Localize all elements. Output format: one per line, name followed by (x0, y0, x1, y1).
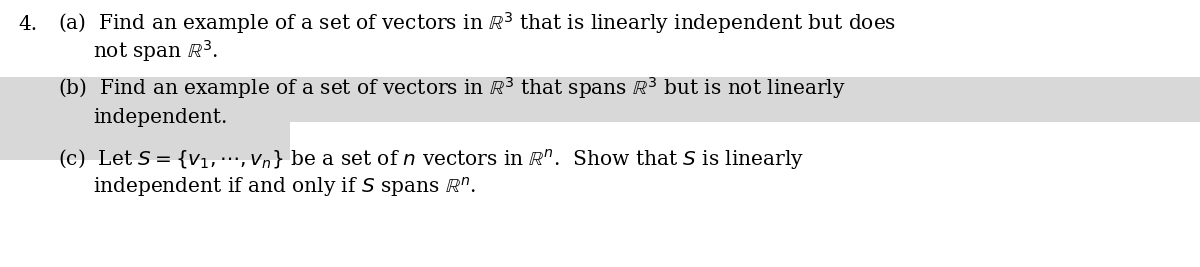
Bar (0, 77, 1200, 122)
Text: (b)  Find an example of a set of vectors in $\mathbb{R}^3$ that spans $\mathbb{R: (b) Find an example of a set of vectors … (58, 75, 846, 101)
Text: (c)  Let $S = \{v_1, \cdots, v_n\}$ be a set of $n$ vectors in $\mathbb{R}^n$.  : (c) Let $S = \{v_1, \cdots, v_n\}$ be a … (58, 147, 804, 171)
Bar (0, 122, 290, 160)
Text: not span $\mathbb{R}^3$.: not span $\mathbb{R}^3$. (94, 38, 218, 64)
Text: (a)  Find an example of a set of vectors in $\mathbb{R}^3$ that is linearly inde: (a) Find an example of a set of vectors … (58, 10, 896, 36)
Text: independent if and only if $S$ spans $\mathbb{R}^n$.: independent if and only if $S$ spans $\m… (94, 175, 476, 199)
Text: independent.: independent. (94, 108, 227, 127)
Text: 4.: 4. (18, 15, 37, 34)
